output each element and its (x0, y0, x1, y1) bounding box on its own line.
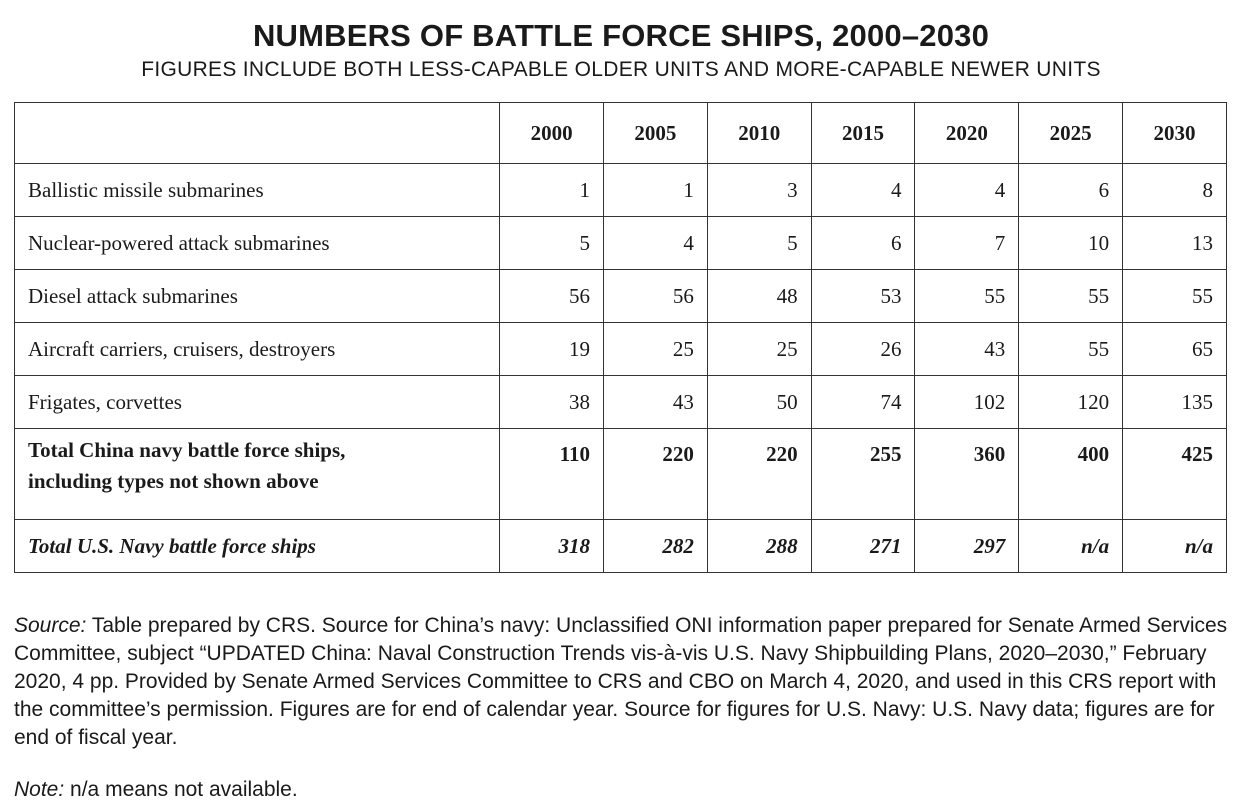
row-label: Diesel attack submarines (13, 269, 501, 323)
table-cell: 6 (1018, 163, 1124, 217)
source-text: Table prepared by CRS. Source for China’… (14, 614, 1228, 749)
table-cell: 282 (603, 519, 708, 573)
table-cell: 53 (810, 269, 916, 323)
header-corner-cell (13, 102, 501, 164)
table-cell: 4 (810, 163, 916, 217)
total-china-row: Total China navy battle force ships, incl… (13, 428, 1227, 520)
year-header: 2005 (603, 102, 708, 164)
year-header: 2000 (499, 102, 605, 164)
table-cell: 5 (499, 216, 605, 270)
table-cell: 1 (603, 163, 708, 217)
row-label: Ballistic missile submarines (13, 163, 501, 217)
table-cell: 288 (706, 519, 812, 573)
table-cell: 25 (706, 322, 812, 376)
table-cell: 65 (1122, 322, 1227, 376)
year-header: 2015 (810, 102, 916, 164)
table-subtitle: FIGURES INCLUDE BOTH LESS-CAPABLE OLDER … (141, 58, 1101, 81)
table-row: Nuclear-powered attack submarines 5 4 5 … (13, 216, 1227, 270)
year-header: 2030 (1122, 102, 1227, 164)
table-cell: 102 (914, 375, 1020, 429)
table-cell: 8 (1122, 163, 1227, 217)
table-cell: 297 (914, 519, 1020, 573)
table-cell: 271 (810, 519, 916, 573)
row-label: Nuclear-powered attack submarines (13, 216, 501, 270)
table-row: Diesel attack submarines 56 56 48 53 55 … (13, 269, 1227, 323)
table-cell: n/a (1018, 519, 1124, 573)
table-cell: 13 (1122, 216, 1227, 270)
battle-force-ships-table: 2000 2005 2010 2015 2020 2025 2030 Balli… (13, 102, 1227, 573)
table-cell: 255 (810, 428, 916, 520)
table-cell: 1 (499, 163, 605, 217)
table-cell: n/a (1122, 519, 1227, 573)
table-cell: 48 (706, 269, 812, 323)
table-cell: 3 (706, 163, 812, 217)
table-cell: 26 (810, 322, 916, 376)
total-china-label: Total China navy battle force ships, incl… (13, 428, 501, 520)
source-label: Source: (14, 614, 87, 637)
table-cell: 19 (499, 322, 605, 376)
total-china-label-line1: Total China navy battle force ships, (28, 438, 346, 462)
table-cell: 50 (706, 375, 812, 429)
table-row: Frigates, corvettes 38 43 50 74 102 120 … (13, 375, 1227, 429)
table-cell: 400 (1018, 428, 1124, 520)
table-cell: 38 (499, 375, 605, 429)
row-label: Frigates, corvettes (13, 375, 501, 429)
year-header: 2025 (1018, 102, 1124, 164)
note-text: n/a means not available. (70, 778, 298, 801)
table-cell: 6 (810, 216, 916, 270)
table-cell: 55 (1018, 322, 1124, 376)
header-row: 2000 2005 2010 2015 2020 2025 2030 (13, 102, 1227, 164)
table-cell: 56 (603, 269, 708, 323)
table-cell: 4 (914, 163, 1020, 217)
table-cell: 4 (603, 216, 708, 270)
table-cell: 55 (914, 269, 1020, 323)
table-cell: 135 (1122, 375, 1227, 429)
table-title: NUMBERS OF BATTLE FORCE SHIPS, 2000–2030 (252, 18, 990, 53)
year-header: 2010 (706, 102, 812, 164)
total-us-label: Total U.S. Navy battle force ships (13, 519, 501, 573)
table-cell: 120 (1018, 375, 1124, 429)
table-cell: 74 (810, 375, 916, 429)
table-cell: 360 (914, 428, 1020, 520)
table-cell: 43 (603, 375, 708, 429)
table-cell: 110 (499, 428, 605, 520)
table-cell: 220 (603, 428, 708, 520)
total-china-label-line2: including types not shown above (28, 469, 319, 493)
table-cell: 25 (603, 322, 708, 376)
table-cell: 10 (1018, 216, 1124, 270)
table-row: Aircraft carriers, cruisers, destroyers … (13, 322, 1227, 376)
row-label: Aircraft carriers, cruisers, destroyers (13, 322, 501, 376)
table-row: Ballistic missile submarines 1 1 3 4 4 6… (13, 163, 1227, 217)
table-cell: 56 (499, 269, 605, 323)
note-label: Note: (14, 778, 65, 801)
table-cell: 55 (1122, 269, 1227, 323)
table-cell: 55 (1018, 269, 1124, 323)
table-cell: 318 (499, 519, 605, 573)
table-cell: 7 (914, 216, 1020, 270)
note: Note: n/a means not available. (14, 776, 298, 804)
source-note: Source: Table prepared by CRS. Source fo… (14, 612, 1232, 752)
total-us-row: Total U.S. Navy battle force ships 318 2… (13, 519, 1227, 573)
year-header: 2020 (914, 102, 1020, 164)
table-cell: 425 (1122, 428, 1227, 520)
table-cell: 220 (706, 428, 812, 520)
table-cell: 43 (914, 322, 1020, 376)
table-cell: 5 (706, 216, 812, 270)
